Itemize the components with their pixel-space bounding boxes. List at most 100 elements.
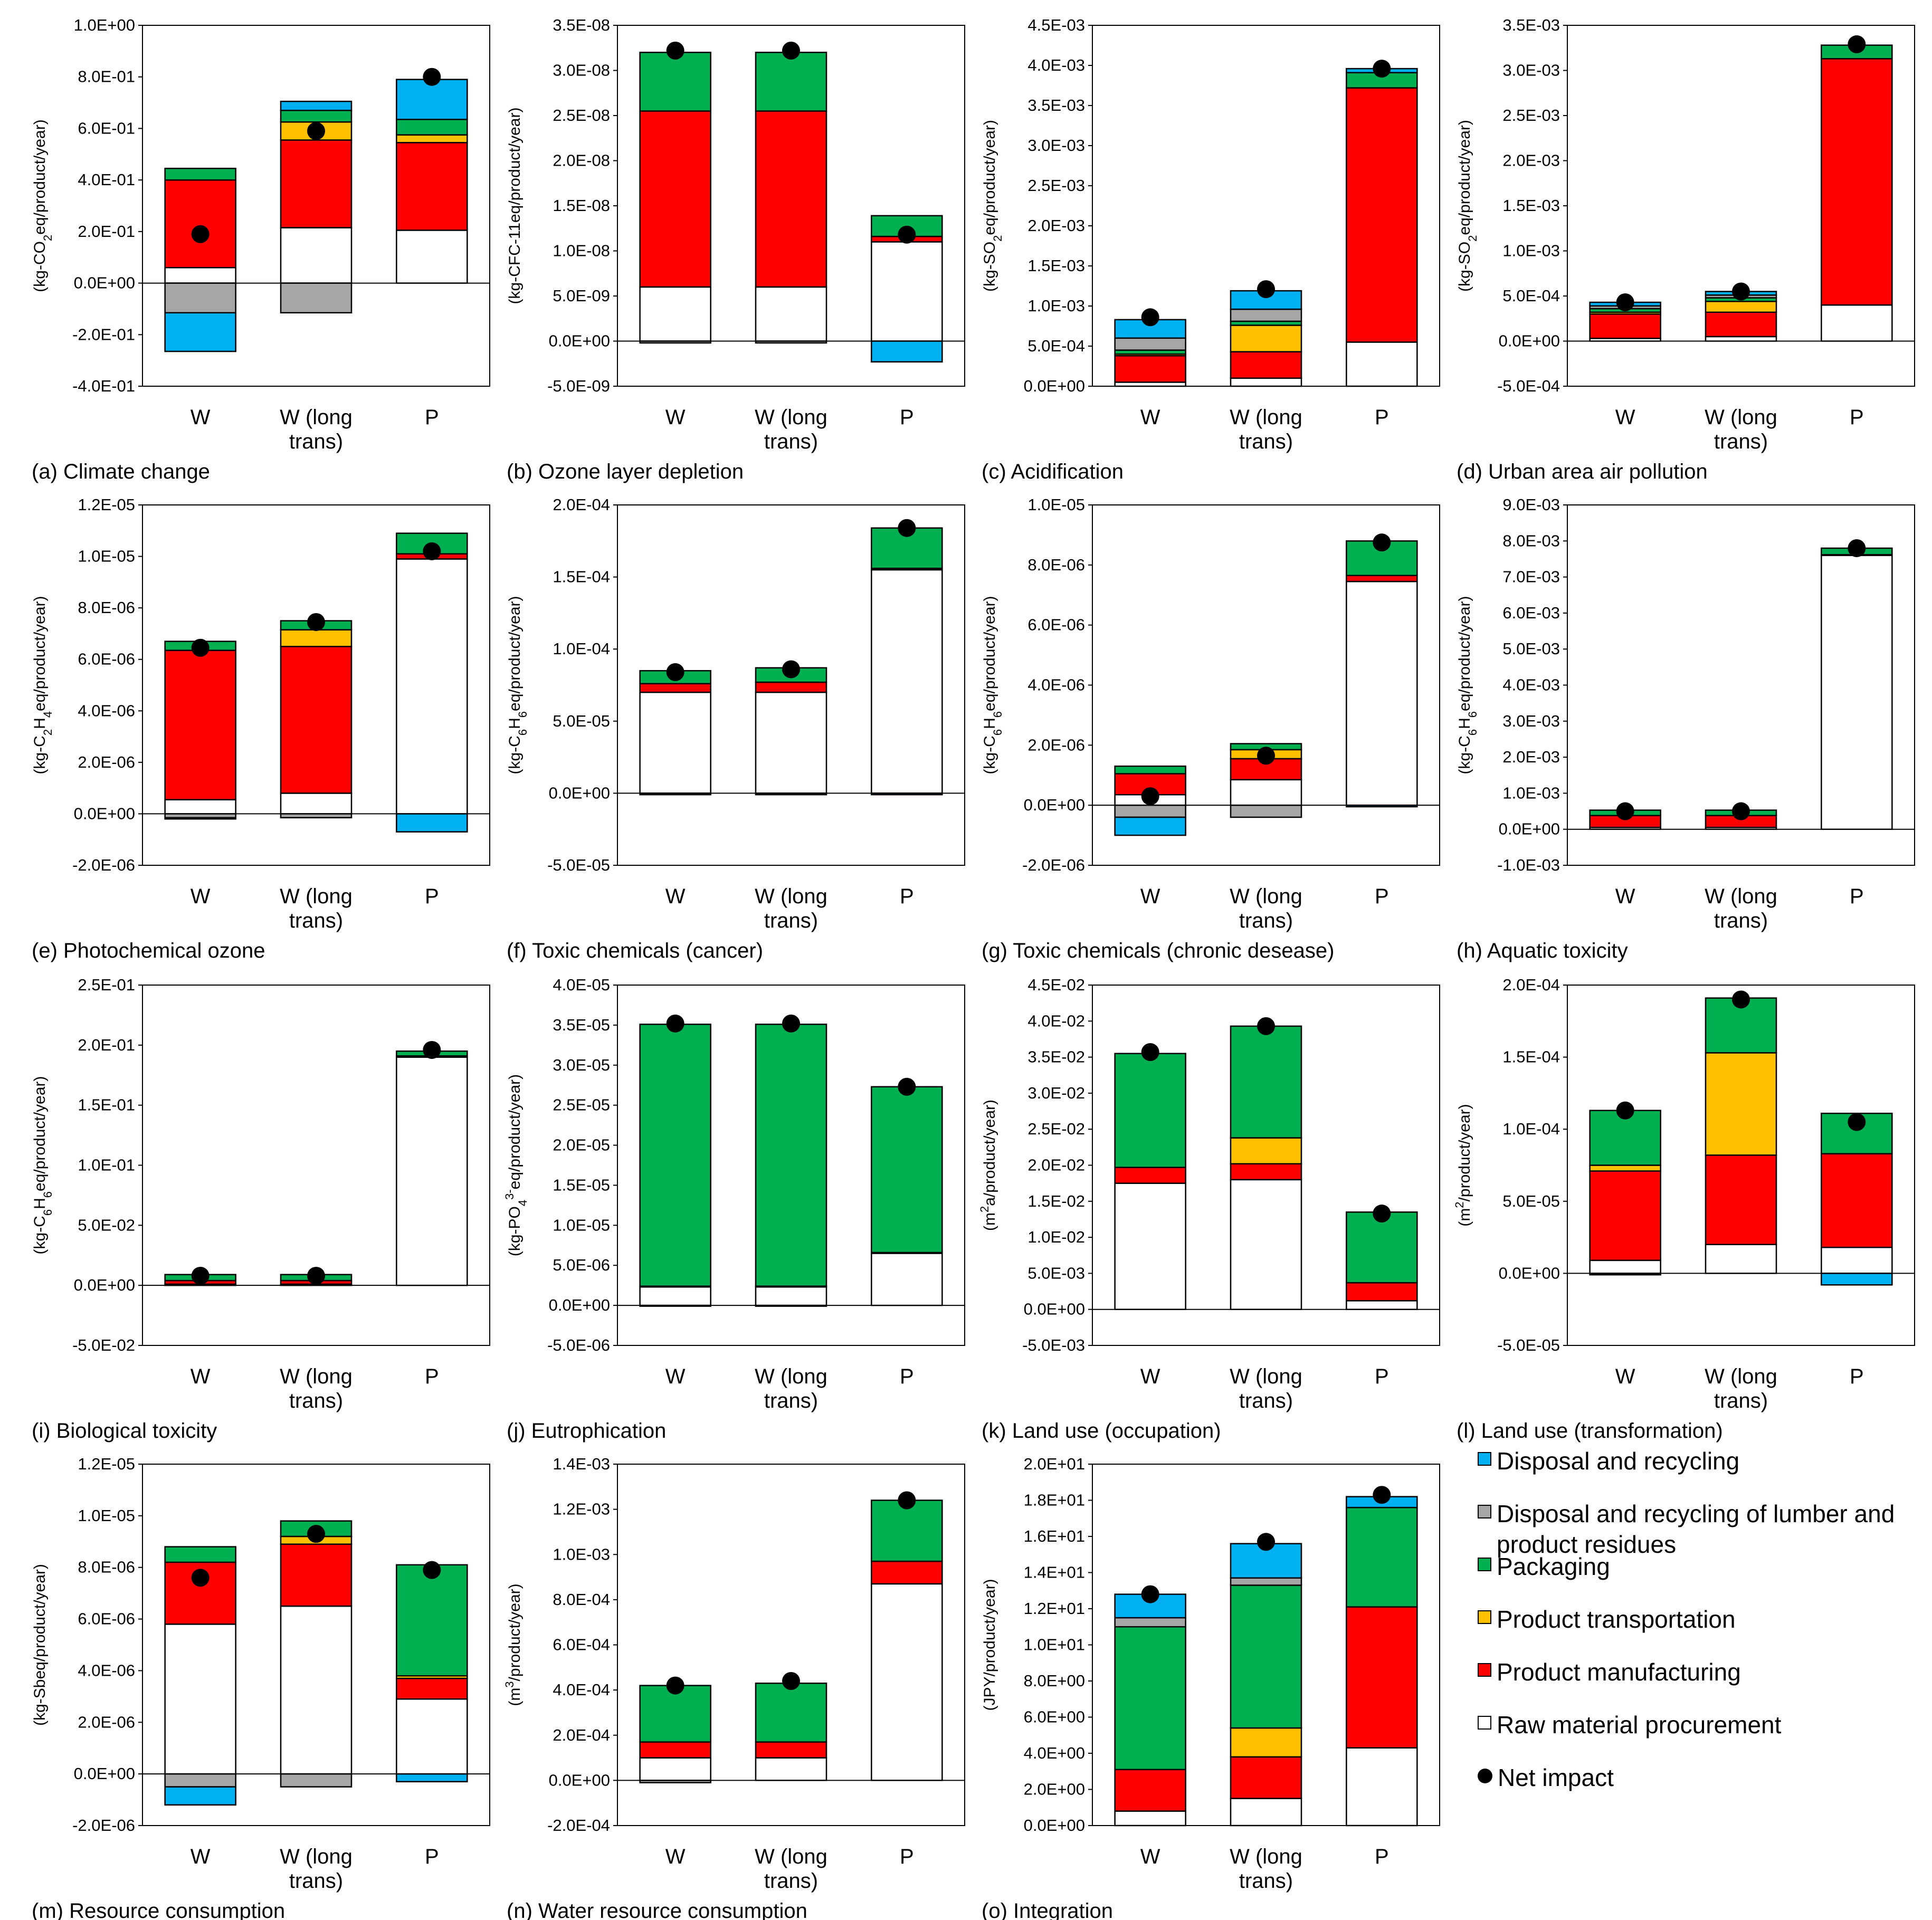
y-axis-label: (kg-PO43-eq/product/year): [503, 1074, 529, 1256]
panel-title: (n) Water resource consumption: [507, 1899, 807, 1920]
legend-item: Raw material procurement: [1478, 1709, 1910, 1762]
y-tick-label: 1.5E-02: [1027, 1192, 1085, 1210]
net-impact-point: [1257, 1533, 1275, 1551]
y-tick-label: 6.0E-04: [553, 1636, 610, 1654]
chart-panel-15: 0.0E+00 2.0E+00 4.0E+00 6.0E+00 8.0E+00 1.0E+…: [981, 1455, 1440, 1920]
y-tick-label: 0.0E+00: [74, 1276, 135, 1294]
y-axis-label: (kg-C6H6eq/product/year): [31, 1076, 54, 1255]
y-tick-label: 1.5E-04: [1502, 1048, 1560, 1066]
chart-panel-11: -5.0E-03 0.0E+00 5.0E-03 1.0E-02 1.5E-02 2.0E…: [978, 976, 1440, 1443]
y-tick-label: 2.0E-03: [1027, 216, 1085, 235]
x-tick-label: W (long trans): [1230, 1845, 1302, 1893]
y-tick-label: -2.0E-04: [547, 1816, 610, 1835]
net-impact-point: [782, 1672, 800, 1690]
panel-title: (f) Toxic chemicals (cancer): [507, 939, 763, 962]
bar-segment-product-manufacturing: [1346, 1606, 1418, 1749]
bar-segment-disposal-and-recycling-of-lumber-and-product-residues: [164, 1773, 236, 1788]
net-impact-point: [1373, 533, 1391, 552]
y-tick-label: -5.0E-09: [547, 377, 610, 395]
y-tick-label: -1.0E-03: [1497, 856, 1560, 874]
net-impact-point: [782, 660, 800, 679]
net-impact-point: [782, 41, 800, 60]
y-tick-label: 2.5E-03: [1027, 176, 1085, 195]
y-axis-label: (kg-C6H6eq/product/year): [981, 596, 1004, 775]
y-tick-label: 2.0E-08: [553, 151, 610, 170]
legend-item: Product transportation: [1478, 1604, 1910, 1657]
net-impact-point: [898, 225, 916, 244]
x-tick-label: W (long trans): [280, 885, 353, 932]
chart-panel-9: -5.0E-02 0.0E+00 5.0E-02 1.0E-01 1.5E-01 2.0E…: [31, 976, 490, 1443]
y-tick-label: 3.5E-03: [1027, 96, 1085, 114]
x-tick-label: P: [1850, 885, 1864, 908]
net-impact-point: [1732, 282, 1750, 301]
bar-segment-product-manufacturing: [1230, 1163, 1302, 1181]
bar-segment-disposal-and-recycling: [1114, 816, 1186, 836]
bar-segment-raw-material-procurement: [396, 558, 468, 815]
net-impact-point: [423, 68, 441, 86]
y-tick-label: 1.5E-05: [553, 1176, 610, 1194]
bar-segment-product-transportation: [1705, 301, 1777, 313]
y-tick-label: -5.0E-02: [72, 1336, 135, 1354]
bar-segment-raw-material-procurement: [1346, 1300, 1418, 1310]
bar-segment-raw-material-procurement: [1114, 1182, 1186, 1310]
legend-item: Net impact: [1478, 1762, 1910, 1815]
bar-segment-product-manufacturing: [1705, 1154, 1777, 1246]
y-tick-label: 0.0E+00: [1499, 820, 1560, 838]
bar-segment-product-manufacturing: [755, 681, 827, 693]
y-tick-label: -2.0E-01: [72, 325, 135, 343]
bar-segment-disposal-and-recycling-of-lumber-and-product-residues: [1114, 1617, 1186, 1628]
bar-segment-product-manufacturing: [1705, 311, 1777, 338]
y-tick-label: 2.0E-04: [553, 495, 610, 514]
bar-segment-packaging: [639, 1685, 711, 1743]
bar-segment-raw-material-procurement: [164, 267, 236, 284]
y-tick-label: 1.0E-04: [553, 639, 610, 658]
legend-dot: [1478, 1769, 1492, 1783]
bar-segment-raw-material-procurement: [1346, 1747, 1418, 1827]
bar-segment-product-manufacturing: [755, 1741, 827, 1759]
y-tick-label: 1.5E-08: [553, 196, 610, 215]
bar-segment-product-manufacturing: [1589, 313, 1661, 339]
y-tick-label: 3.0E-03: [1502, 61, 1560, 80]
bar-segment-disposal-and-recycling-of-lumber-and-product-residues: [280, 813, 353, 818]
bar-segment-product-manufacturing: [1346, 1282, 1418, 1302]
bar-segment-raw-material-procurement: [280, 792, 353, 815]
y-tick-label: 4.0E-06: [1027, 676, 1085, 694]
x-tick-label: P: [425, 1845, 439, 1868]
bar-segment-packaging: [1346, 1211, 1418, 1284]
x-tick-label: W: [191, 406, 211, 429]
bar-segment-product-transportation: [1705, 1052, 1777, 1156]
bar-segment-raw-material-procurement: [1114, 1810, 1186, 1827]
y-tick-label: 2.5E-05: [553, 1096, 610, 1114]
x-tick-label: W: [1140, 1845, 1160, 1868]
bar-segment-raw-material-procurement: [1346, 580, 1418, 806]
bar-segment-disposal-and-recycling: [396, 79, 468, 120]
bar-segment-raw-material-procurement: [1821, 304, 1893, 342]
y-tick-label: 3.5E-05: [553, 1016, 610, 1034]
bar-segment-product-manufacturing: [1346, 87, 1418, 343]
y-tick-label: 1.0E-03: [1027, 297, 1085, 315]
legend-swatch: [1478, 1505, 1491, 1518]
net-impact-point: [666, 1014, 684, 1033]
bar-segment-product-transportation: [396, 134, 468, 144]
net-impact-point: [191, 225, 210, 243]
bar-segment-product-manufacturing: [1114, 355, 1186, 383]
net-impact-point: [1732, 802, 1750, 820]
bar-segment-raw-material-procurement: [1230, 377, 1302, 387]
x-tick-label: P: [900, 406, 914, 429]
y-tick-label: -2.0E-06: [72, 1816, 135, 1835]
y-tick-label: -5.0E-04: [1497, 377, 1560, 395]
x-tick-label: P: [900, 885, 914, 908]
net-impact-point: [191, 638, 210, 657]
chart-panel-3: 0.0E+00 5.0E-04 1.0E-03 1.5E-03 2.0E-03 2.5E-…: [981, 16, 1440, 483]
net-impact-point: [666, 663, 684, 681]
y-tick-label: 3.0E-03: [1502, 712, 1560, 730]
panel-title: (h) Aquatic toxicity: [1457, 939, 1628, 962]
bar-segment-packaging: [639, 1024, 711, 1287]
y-tick-label: 1.0E-03: [1502, 242, 1560, 260]
y-tick-label: 1.0E-03: [1502, 784, 1560, 802]
y-tick-label: 1.5E-04: [553, 568, 610, 586]
x-tick-label: W: [1140, 406, 1160, 429]
legend-swatch: [1478, 1716, 1491, 1730]
net-impact-point: [307, 1525, 325, 1543]
bar-segment-packaging: [755, 52, 827, 112]
